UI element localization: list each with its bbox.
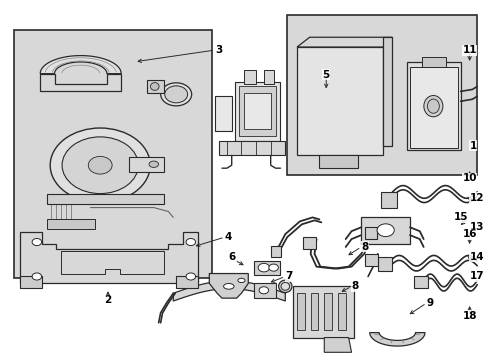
Polygon shape xyxy=(173,281,285,301)
Circle shape xyxy=(268,264,278,271)
Polygon shape xyxy=(40,74,121,91)
Polygon shape xyxy=(176,276,197,288)
Bar xyxy=(365,227,376,239)
Circle shape xyxy=(32,238,41,246)
Text: 5: 5 xyxy=(322,69,329,80)
Text: 14: 14 xyxy=(468,252,483,262)
Text: 3: 3 xyxy=(215,45,222,55)
Bar xyxy=(46,219,95,229)
Bar xyxy=(365,254,377,266)
Text: 18: 18 xyxy=(462,311,476,321)
Polygon shape xyxy=(147,80,163,93)
Polygon shape xyxy=(296,47,382,156)
Bar xyxy=(310,293,318,330)
Bar xyxy=(15,30,212,278)
Text: 17: 17 xyxy=(468,271,483,282)
Bar xyxy=(409,67,457,148)
Ellipse shape xyxy=(149,161,158,167)
Bar xyxy=(296,293,304,330)
Circle shape xyxy=(185,273,195,280)
Text: 9: 9 xyxy=(426,298,433,308)
Text: 12: 12 xyxy=(468,193,483,203)
Text: 8: 8 xyxy=(351,281,358,291)
Bar xyxy=(324,293,331,330)
Polygon shape xyxy=(421,57,445,67)
Ellipse shape xyxy=(150,82,159,90)
Text: 15: 15 xyxy=(453,212,468,222)
Polygon shape xyxy=(219,141,285,156)
Ellipse shape xyxy=(164,86,187,103)
Bar xyxy=(238,86,275,136)
Polygon shape xyxy=(20,276,41,288)
Polygon shape xyxy=(361,217,409,244)
Circle shape xyxy=(259,287,268,294)
Text: 10: 10 xyxy=(462,173,476,183)
Text: 16: 16 xyxy=(462,229,476,239)
Bar xyxy=(270,246,281,257)
Polygon shape xyxy=(46,194,163,204)
Polygon shape xyxy=(254,283,275,298)
Polygon shape xyxy=(324,338,351,352)
Polygon shape xyxy=(215,96,231,131)
Polygon shape xyxy=(244,70,256,84)
Bar xyxy=(337,293,345,330)
Ellipse shape xyxy=(50,128,150,202)
Polygon shape xyxy=(129,157,163,172)
Polygon shape xyxy=(319,156,358,168)
Bar xyxy=(380,192,397,208)
Polygon shape xyxy=(254,261,280,275)
Circle shape xyxy=(258,264,269,272)
Ellipse shape xyxy=(62,137,138,194)
Polygon shape xyxy=(20,232,197,283)
Circle shape xyxy=(185,238,195,246)
Text: 2: 2 xyxy=(104,295,111,305)
Circle shape xyxy=(32,273,41,280)
Ellipse shape xyxy=(237,278,244,283)
Text: 13: 13 xyxy=(468,222,483,232)
Circle shape xyxy=(376,224,393,237)
Ellipse shape xyxy=(427,99,438,113)
Bar xyxy=(377,257,392,271)
Bar xyxy=(244,93,270,129)
Polygon shape xyxy=(382,37,392,145)
Text: 4: 4 xyxy=(224,232,232,242)
Polygon shape xyxy=(40,55,121,74)
Bar xyxy=(302,237,316,249)
Polygon shape xyxy=(209,274,248,298)
Ellipse shape xyxy=(278,280,291,293)
Bar xyxy=(413,276,427,288)
Ellipse shape xyxy=(223,283,234,289)
Polygon shape xyxy=(292,286,353,338)
Bar xyxy=(286,15,476,175)
Polygon shape xyxy=(234,82,280,141)
Ellipse shape xyxy=(88,156,112,174)
Text: 11: 11 xyxy=(462,45,476,55)
Polygon shape xyxy=(369,333,424,346)
Polygon shape xyxy=(264,70,273,84)
Text: 7: 7 xyxy=(285,271,292,282)
Polygon shape xyxy=(406,62,460,150)
Text: 1: 1 xyxy=(468,140,476,150)
Ellipse shape xyxy=(423,95,442,117)
Text: 6: 6 xyxy=(228,252,236,262)
Polygon shape xyxy=(296,37,392,47)
Ellipse shape xyxy=(281,283,289,290)
Polygon shape xyxy=(61,251,163,274)
Ellipse shape xyxy=(161,83,191,106)
Text: 8: 8 xyxy=(361,242,368,252)
